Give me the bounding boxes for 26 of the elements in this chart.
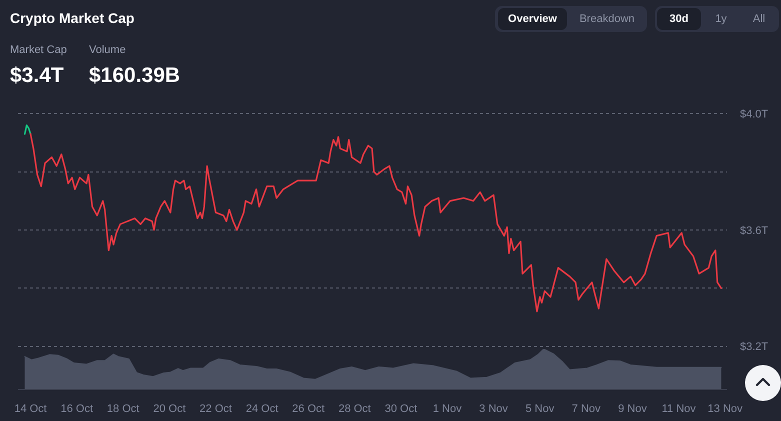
x-tick-label: 1 Nov bbox=[432, 403, 462, 416]
x-tick-label: 18 Oct bbox=[106, 403, 140, 416]
x-tick-label: 30 Oct bbox=[384, 403, 418, 416]
x-tick-label: 26 Oct bbox=[292, 403, 325, 416]
text: Crypto Market Cap bbox=[10, 10, 134, 26]
text: $160.39B bbox=[89, 64, 180, 88]
x-tick-label: 22 Oct bbox=[200, 403, 232, 416]
text: Market Cap bbox=[10, 44, 67, 56]
x-tick-label: 14 Oct bbox=[14, 403, 47, 416]
x-tick-label: 11 Nov bbox=[662, 403, 696, 416]
x-tick-label: 20 Oct bbox=[153, 403, 186, 416]
text: Volume bbox=[89, 44, 126, 56]
x-tick-label: 13 Nov bbox=[708, 403, 743, 416]
segmented-control: 30d 1y All bbox=[655, 6, 779, 32]
x-tick-label: 16 Oct bbox=[60, 403, 94, 416]
x-tick-label: 3 Nov bbox=[479, 403, 508, 416]
y-tick-label: $3.6T bbox=[740, 224, 768, 237]
x-tick-label: 5 Nov bbox=[525, 403, 555, 416]
y-tick-label: $4.0T bbox=[740, 108, 768, 120]
x-tick-label: 7 Nov bbox=[572, 403, 602, 416]
x-tick-label: 9 Nov bbox=[618, 403, 648, 416]
segmented-control: Overview Breakdown bbox=[495, 6, 647, 32]
x-tick-label: 28 Oct bbox=[338, 403, 371, 416]
y-tick-label: $3.2T bbox=[740, 341, 768, 354]
x-tick-label: 24 Oct bbox=[246, 403, 278, 416]
text: $3.4T bbox=[10, 64, 64, 88]
